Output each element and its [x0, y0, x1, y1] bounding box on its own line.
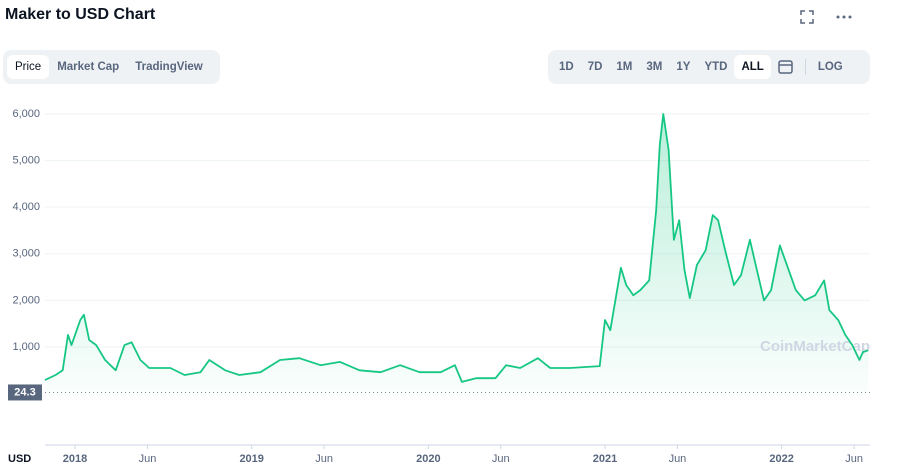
more-icon[interactable] [836, 14, 852, 20]
x-tick-label: 2022 [769, 453, 793, 465]
x-tick-label: 2018 [63, 453, 87, 465]
range-group: 1D 7D 1M 3M 1Y YTD ALL LOG [548, 50, 870, 84]
separator [804, 59, 806, 75]
y-tick-label: 1,000 [12, 341, 40, 353]
tab-button[interactable]: Price [7, 55, 50, 79]
x-tick-label: Jun [492, 453, 510, 465]
x-tick-label: Jun [845, 453, 863, 465]
tab-button[interactable]: Market Cap [57, 61, 120, 73]
y-tick-label: 2,000 [12, 294, 40, 306]
tab-button[interactable]: TradingView [135, 61, 203, 73]
x-tick-label: Jun [315, 453, 333, 465]
range-button[interactable]: ALL [734, 55, 771, 79]
x-tick-label: 2020 [416, 453, 440, 465]
log-button[interactable]: LOG [817, 61, 843, 73]
y-tick-label: 3,000 [12, 248, 40, 260]
range-button[interactable]: 1D [559, 61, 574, 73]
page-title: Maker to USD Chart [5, 6, 156, 23]
range-button[interactable]: YTD [704, 61, 728, 73]
range-button[interactable]: 7D [587, 61, 603, 73]
reference-label: 24.3 [14, 386, 35, 398]
y-tick-label: 4,000 [12, 201, 40, 213]
y-tick-label: 6,000 [12, 108, 40, 120]
watermark: CoinMarketCap [760, 338, 870, 355]
x-tick-label: 2019 [239, 453, 263, 465]
y-tick-label: 5,000 [12, 154, 40, 166]
price-line [44, 113, 869, 383]
tab-group: Price Market Cap TradingView [3, 50, 220, 84]
toolbar-icons [800, 10, 852, 24]
range-button[interactable]: 1M [616, 61, 633, 73]
area-fill [45, 114, 869, 394]
x-tick-label: Jun [139, 453, 157, 465]
fullscreen-icon[interactable] [800, 10, 814, 24]
range-list: 1D 7D 1M 3M 1Y YTD ALL [552, 55, 771, 79]
currency-label: USD [8, 453, 31, 465]
range-button[interactable]: 1Y [676, 61, 691, 73]
range-button[interactable]: 3M [646, 61, 663, 73]
reference-label-bg [8, 384, 42, 401]
x-tick-label: 2021 [593, 453, 617, 465]
x-tick-label: Jun [669, 453, 687, 465]
calendar-icon[interactable] [771, 59, 801, 75]
